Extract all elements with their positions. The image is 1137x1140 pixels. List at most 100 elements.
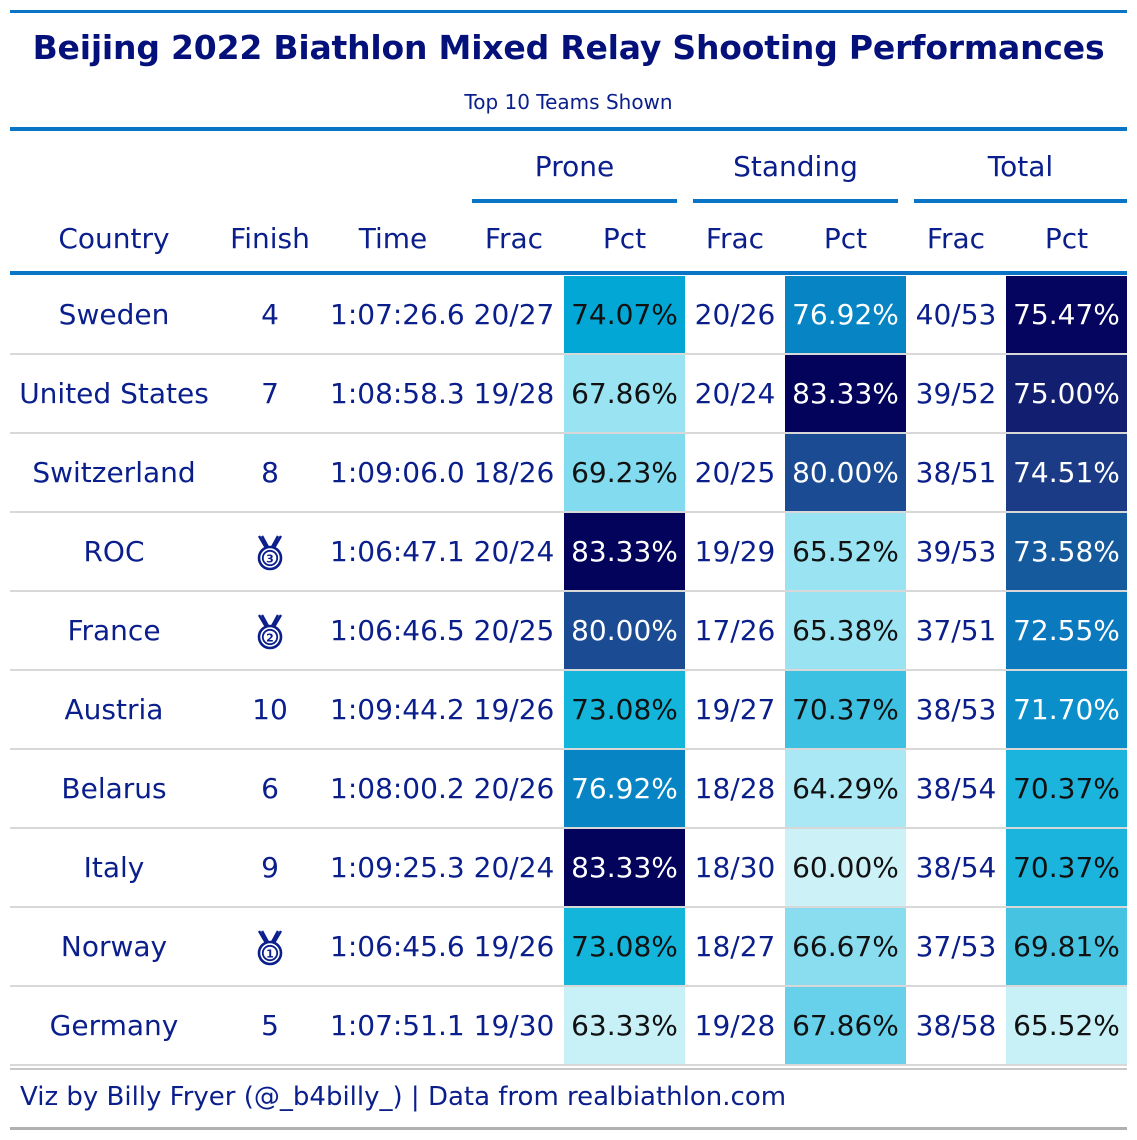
standing-pct-cell: 67.86% <box>785 987 906 1064</box>
time-cell: 1:07:51.1 <box>330 1009 465 1042</box>
column-header-prone-pct: Pct <box>602 222 647 255</box>
prone-frac-cell: 18/26 <box>473 456 555 489</box>
total-frac-cell: 38/53 <box>915 693 997 726</box>
bottom-rule <box>10 1127 1127 1130</box>
prone-pct-cell: 80.00% <box>564 592 685 669</box>
column-header-total-frac: Frac <box>926 222 986 255</box>
column-header-country: Country <box>58 222 170 255</box>
country-cell: Sweden <box>58 298 170 331</box>
time-cell: 1:06:45.6 <box>330 930 465 963</box>
column-header-total-pct: Pct <box>1044 222 1089 255</box>
standing-frac-cell: 20/26 <box>694 298 776 331</box>
column-header-standing-pct: Pct <box>823 222 868 255</box>
table-row: ROC 3 1:06:47.1 20/24 83.33% 19/29 65.52% 39/53… <box>10 513 1127 592</box>
column-header-prone-frac: Frac <box>484 222 544 255</box>
time-cell: 1:08:58.3 <box>330 377 465 410</box>
prone-frac-cell: 20/26 <box>473 772 555 805</box>
column-header-finish: Finish <box>230 222 310 255</box>
column-header-standing-frac: Frac <box>705 222 765 255</box>
table-row: Sweden 4 1:07:26.6 20/27 74.07% 20/26 76.92% 40… <box>10 276 1127 355</box>
top-rule <box>10 10 1127 13</box>
table-row: France 2 1:06:46.5 20/25 80.00% 17/26 65.38% 37… <box>10 592 1127 671</box>
prone-pct-cell: 74.07% <box>564 276 685 353</box>
finish-cell: 4 <box>261 298 279 331</box>
table-row: Switzerland 8 1:09:06.0 18/26 69.23% 20/25 80.… <box>10 434 1127 513</box>
total-pct-cell: 72.55% <box>1006 592 1127 669</box>
standing-pct-cell: 83.33% <box>785 355 906 432</box>
spanner-total-line <box>914 199 1127 203</box>
total-pct-cell: 65.52% <box>1006 987 1127 1064</box>
country-cell: Norway <box>60 930 168 963</box>
finish-cell: 8 <box>261 456 279 489</box>
svg-text:3: 3 <box>266 553 274 566</box>
prone-pct-cell: 83.33% <box>564 513 685 590</box>
standing-frac-cell: 18/30 <box>694 851 776 884</box>
total-frac-cell: 38/58 <box>915 1009 997 1042</box>
standing-frac-cell: 20/25 <box>694 456 776 489</box>
total-pct-cell: 70.37% <box>1006 829 1127 906</box>
total-frac-cell: 40/53 <box>915 298 997 331</box>
standing-pct-cell: 66.67% <box>785 908 906 985</box>
prone-frac-cell: 20/25 <box>473 614 555 647</box>
total-frac-cell: 38/51 <box>915 456 997 489</box>
table-row: Italy 9 1:09:25.3 20/24 83.33% 18/30 60.00% 38/… <box>10 829 1127 908</box>
finish-cell: 5 <box>261 1009 279 1042</box>
standing-frac-cell: 20/24 <box>694 377 776 410</box>
spanner-prone: Prone <box>534 150 615 183</box>
svg-text:2: 2 <box>266 632 274 645</box>
prone-frac-cell: 19/30 <box>473 1009 555 1042</box>
standing-frac-cell: 19/29 <box>694 535 776 568</box>
prone-pct-cell: 69.23% <box>564 434 685 511</box>
standing-pct-cell: 76.92% <box>785 276 906 353</box>
table-row: Austria 10 1:09:44.2 19/26 73.08% 19/27 70.37%… <box>10 671 1127 750</box>
total-frac-cell: 37/53 <box>915 930 997 963</box>
time-cell: 1:09:06.0 <box>330 456 465 489</box>
table-subtitle: Top 10 Teams Shown <box>464 90 673 114</box>
medal-icon: 1 <box>257 930 283 966</box>
table-body: Sweden 4 1:07:26.6 20/27 74.07% 20/26 76.92% 40… <box>10 276 1127 1066</box>
standing-pct-cell: 64.29% <box>785 750 906 827</box>
prone-frac-cell: 20/27 <box>473 298 555 331</box>
prone-frac-cell: 19/28 <box>473 377 555 410</box>
prone-pct-cell: 63.33% <box>564 987 685 1064</box>
country-cell: United States <box>19 377 209 410</box>
table-row: Germany 5 1:07:51.1 19/30 63.33% 19/28 67.86% 3… <box>10 987 1127 1066</box>
medal-icon: 2 <box>257 614 283 650</box>
column-header-time: Time <box>358 222 428 255</box>
prone-pct-cell: 76.92% <box>564 750 685 827</box>
header-rule <box>10 127 1127 131</box>
country-cell: Switzerland <box>32 456 196 489</box>
standing-frac-cell: 19/28 <box>694 1009 776 1042</box>
prone-pct-cell: 73.08% <box>564 908 685 985</box>
country-cell: Germany <box>49 1009 179 1042</box>
total-frac-cell: 39/53 <box>915 535 997 568</box>
standing-frac-cell: 18/28 <box>694 772 776 805</box>
total-pct-cell: 69.81% <box>1006 908 1127 985</box>
spanner-total: Total <box>987 150 1054 183</box>
time-cell: 1:08:00.2 <box>330 772 465 805</box>
table-row: Belarus 6 1:08:00.2 20/26 76.92% 18/28 64.29% 3… <box>10 750 1127 829</box>
finish-medal-cell: 3 <box>218 513 322 590</box>
standing-pct-cell: 65.38% <box>785 592 906 669</box>
medal-icon: 3 <box>257 535 283 571</box>
spanner-standing-line <box>693 199 898 203</box>
total-pct-cell: 70.37% <box>1006 750 1127 827</box>
standing-pct-cell: 70.37% <box>785 671 906 748</box>
finish-cell: 9 <box>261 851 279 884</box>
svg-text:1: 1 <box>266 948 274 961</box>
finish-medal-cell: 1 <box>218 908 322 985</box>
table-title: Beijing 2022 Biathlon Mixed Relay Shooti… <box>32 28 1105 67</box>
standing-frac-cell: 19/27 <box>694 693 776 726</box>
finish-cell: 6 <box>261 772 279 805</box>
total-frac-cell: 38/54 <box>915 851 997 884</box>
column-header-rule <box>10 271 1127 275</box>
country-cell: Belarus <box>61 772 167 805</box>
time-cell: 1:06:46.5 <box>330 614 465 647</box>
footer-rule <box>10 1068 1127 1070</box>
standing-pct-cell: 60.00% <box>785 829 906 906</box>
country-cell: Austria <box>64 693 164 726</box>
country-cell: France <box>67 614 161 647</box>
time-cell: 1:09:44.2 <box>330 693 465 726</box>
standing-pct-cell: 65.52% <box>785 513 906 590</box>
prone-frac-cell: 19/26 <box>473 693 555 726</box>
